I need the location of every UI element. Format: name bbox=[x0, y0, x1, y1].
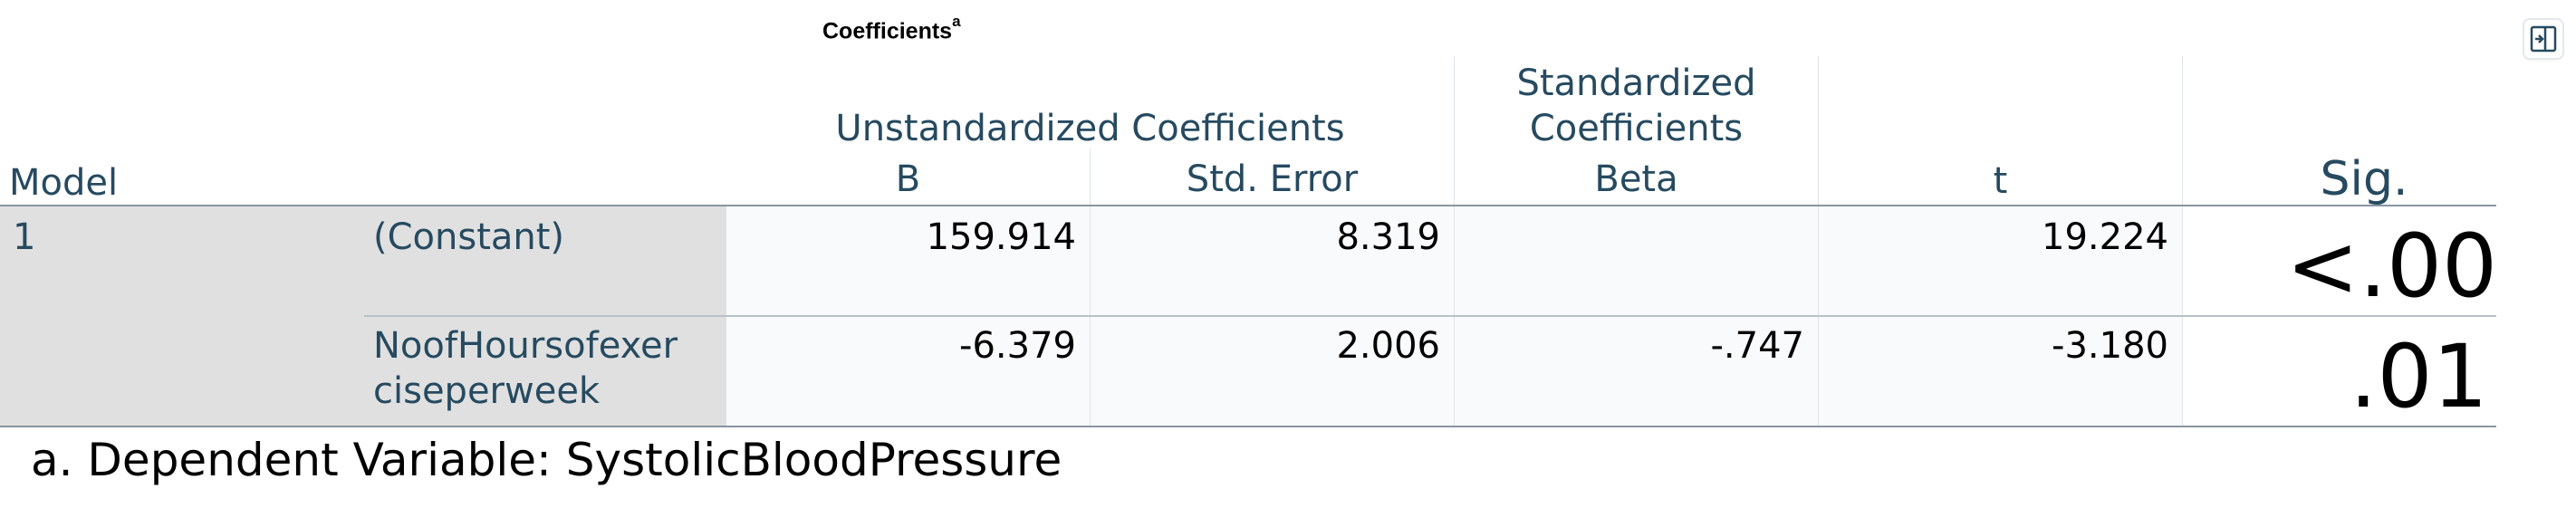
row2-beta: -.747 bbox=[1710, 325, 1805, 367]
row1-b: 159.914 bbox=[926, 216, 1076, 258]
row2-variable-line1: NoofHoursofexer bbox=[373, 325, 678, 367]
header-sig: Sig. bbox=[2320, 152, 2408, 206]
header-unstandardized-group: Unstandardized Coefficients bbox=[835, 108, 1345, 149]
col-sep-beta-t bbox=[1818, 56, 1819, 426]
row1-model: 1 bbox=[13, 216, 36, 258]
header-std-error: Std. Error bbox=[1186, 158, 1359, 200]
row2-t: -3.180 bbox=[2052, 325, 2168, 367]
row2-b: -6.379 bbox=[959, 325, 1076, 367]
header-beta: Beta bbox=[1594, 158, 1678, 200]
col-sep-b-stderr bbox=[1090, 149, 1091, 426]
header-t: t bbox=[1993, 160, 2008, 202]
table-bottom-rule bbox=[0, 426, 2496, 427]
header-standardized-line1: Standardized bbox=[1516, 62, 1756, 104]
row1-std-error: 8.319 bbox=[1336, 216, 1440, 258]
table-title-footnote-marker: a bbox=[952, 13, 961, 30]
expand-panel-button[interactable] bbox=[2524, 20, 2562, 58]
row2-variable-line2: ciseperweek bbox=[373, 370, 601, 412]
header-standardized-line2: Coefficients bbox=[1529, 108, 1744, 149]
col-sep-stderr-beta bbox=[1454, 56, 1455, 426]
row1-t: 19.224 bbox=[2042, 216, 2168, 258]
row1-sig: <.00 bbox=[2286, 221, 2496, 311]
row2-sig: .01 bbox=[2350, 331, 2488, 422]
table-title-text: Coefficients bbox=[822, 18, 953, 44]
header-b: B bbox=[895, 158, 921, 200]
table-footnote: a. Dependent Variable: SystolicBloodPres… bbox=[31, 434, 1062, 486]
row1-variable: (Constant) bbox=[373, 216, 565, 258]
header-model: Model bbox=[9, 162, 119, 204]
col-sep-t-sig bbox=[2182, 56, 2183, 426]
header-rule bbox=[0, 205, 2496, 206]
row2-std-error: 2.006 bbox=[1336, 325, 1440, 367]
row-separator bbox=[364, 315, 2496, 317]
table-title: Coefficientsa bbox=[822, 13, 961, 44]
